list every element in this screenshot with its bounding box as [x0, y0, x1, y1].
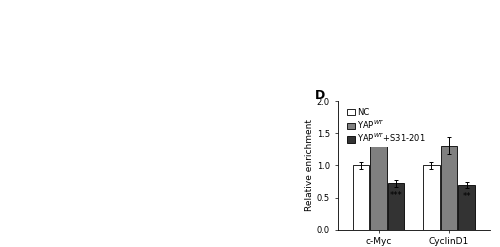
Bar	[440, 145, 458, 230]
Y-axis label: Relative enrichment: Relative enrichment	[305, 120, 314, 211]
Bar	[458, 185, 475, 230]
Bar	[388, 184, 404, 230]
Legend: NC, YAP$^{WT}$, YAP$^{WT}$+S31-201: NC, YAP$^{WT}$, YAP$^{WT}$+S31-201	[344, 105, 428, 147]
Bar	[352, 165, 370, 230]
Text: **: **	[462, 192, 471, 201]
Bar	[370, 140, 387, 230]
Text: D: D	[315, 89, 325, 102]
Bar	[423, 165, 440, 230]
Text: ***: ***	[390, 191, 402, 200]
